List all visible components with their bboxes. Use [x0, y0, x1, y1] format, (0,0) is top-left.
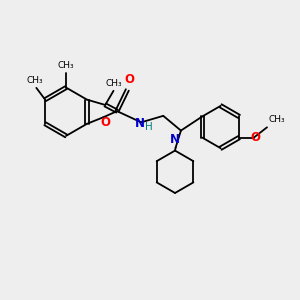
Text: CH₃: CH₃ [27, 76, 43, 85]
Text: N: N [170, 134, 180, 146]
Text: O: O [125, 73, 135, 86]
Text: O: O [100, 116, 110, 129]
Text: H: H [145, 122, 153, 132]
Text: CH₃: CH₃ [58, 61, 74, 70]
Text: O: O [250, 130, 260, 143]
Text: CH₃: CH₃ [106, 79, 122, 88]
Text: N: N [135, 117, 145, 130]
Text: CH₃: CH₃ [268, 116, 285, 124]
